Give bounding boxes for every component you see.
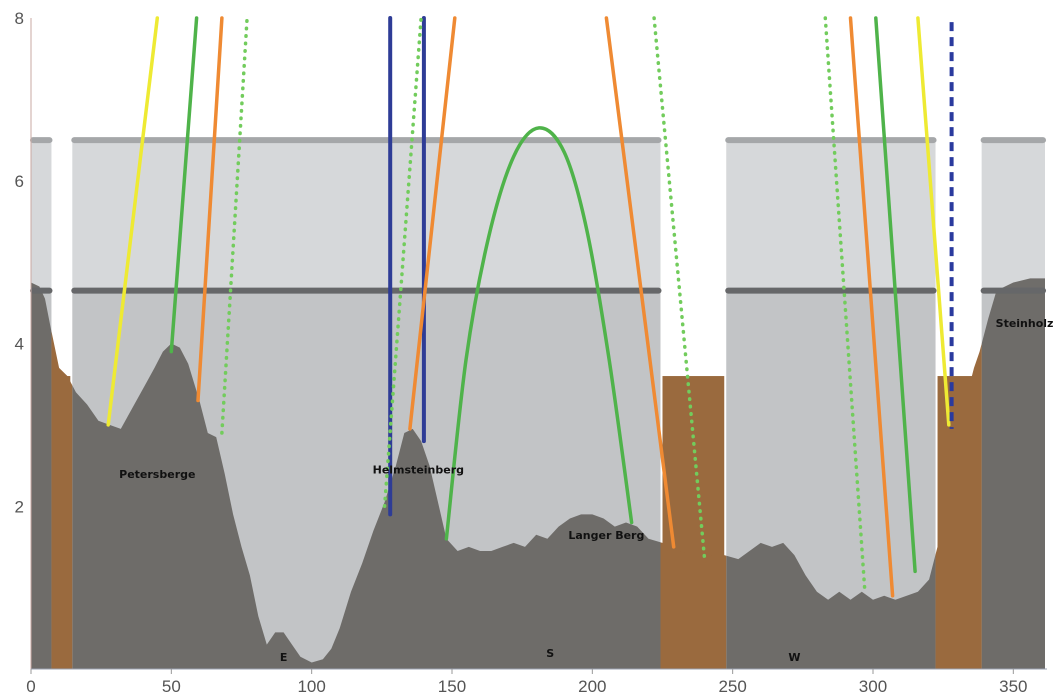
series-yellow-solid-0: [106, 16, 160, 427]
series-orange-solid-12: [848, 16, 895, 598]
x-tick-label: 300: [859, 677, 887, 695]
y-tick-label: 2: [15, 497, 24, 516]
annotation-label: Langer Berg: [568, 529, 644, 542]
x-tick-label: 0: [26, 677, 35, 695]
series-green-solid-13: [874, 16, 917, 574]
light-band-0: [31, 140, 52, 291]
annotation-label: Petersberge: [119, 468, 195, 481]
annotation-label: Helmsteinberg: [373, 464, 464, 477]
annotation-label: E: [280, 651, 288, 664]
x-tick-label: 100: [297, 677, 325, 695]
series-dotted_green-dotted-11: [823, 16, 867, 590]
series-orange-solid-7: [408, 16, 457, 431]
y-tick-label: 8: [15, 9, 24, 28]
x-tick-label: 250: [718, 677, 746, 695]
x-tick-label: 350: [999, 677, 1027, 695]
series-dotted_green-dotted-6: [382, 16, 423, 509]
series-orange-solid-9: [604, 16, 676, 549]
light-band-1: [72, 140, 661, 291]
series-dotted_green-dotted-3: [220, 16, 249, 435]
x-tick-label: 200: [578, 677, 606, 695]
terrain-area: [31, 278, 1045, 669]
series-green-curve-8: [444, 126, 634, 541]
annotation-label: S: [546, 647, 554, 660]
series-orange-solid-2: [196, 16, 224, 403]
annotation-label: W: [788, 651, 800, 664]
series-dotted_green-dotted-10: [652, 16, 707, 561]
light-band-3: [981, 140, 1045, 291]
y-tick-label: 4: [15, 335, 24, 354]
series-yellow-solid-14: [916, 16, 951, 427]
series-green-solid-1: [169, 16, 199, 354]
light-band-2: [726, 140, 936, 291]
annotation-label: Steinholz: [996, 317, 1054, 330]
x-tick-label: 50: [162, 677, 181, 695]
y-tick-label: 6: [15, 172, 24, 191]
x-tick-label: 150: [438, 677, 466, 695]
